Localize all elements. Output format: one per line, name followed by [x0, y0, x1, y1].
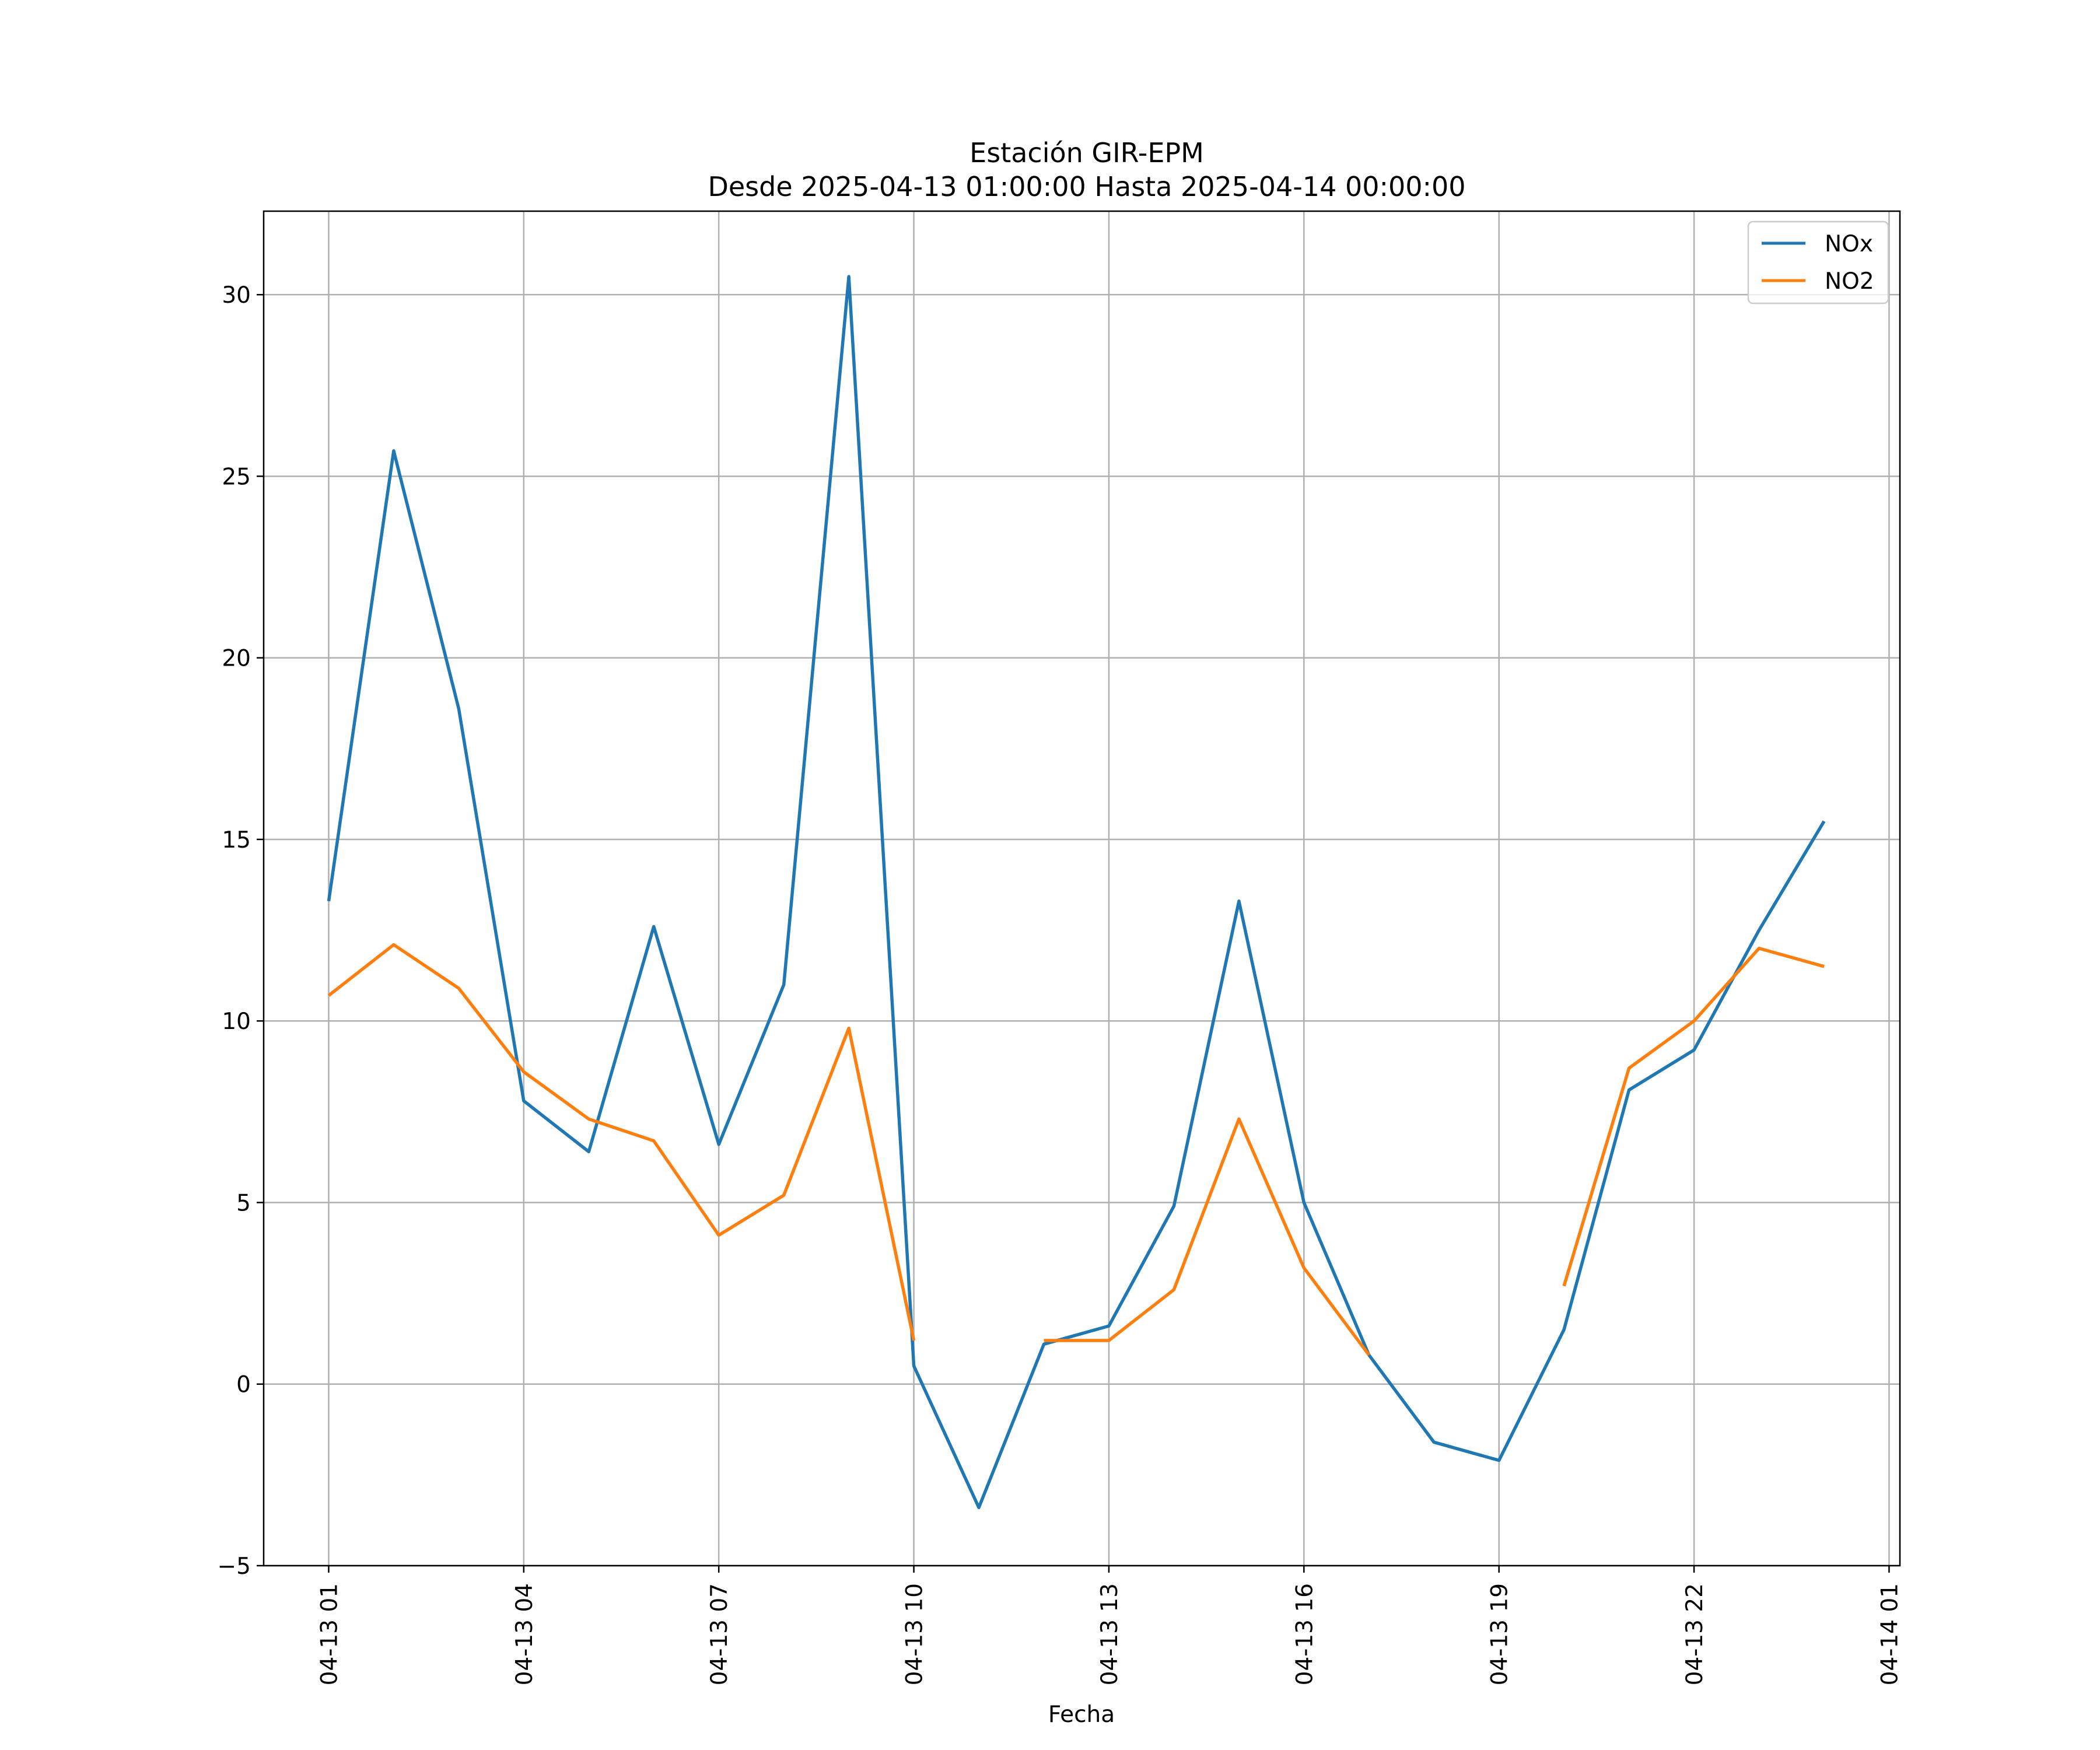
series-line-nox: [327, 275, 1826, 1510]
x-tick-label: 04-13 10: [902, 1583, 928, 1685]
axis-ticks: −5 0 5 10 15 20 25 30 04-13 01 04-13 04 04-13 07 04…: [218, 282, 1903, 1685]
x-tick-label: 04-14 01: [1877, 1583, 1903, 1685]
grid-lines: [264, 211, 1900, 1567]
legend-label-nox: NOx: [1825, 231, 1873, 257]
y-tick-label: 25: [222, 464, 251, 490]
series-line-no2: [327, 943, 916, 1341]
y-tick-label: 30: [222, 282, 251, 309]
y-tick-label: 20: [222, 646, 251, 672]
legend-label-no2: NO2: [1825, 268, 1874, 295]
x-tick-label: 04-13 01: [316, 1583, 342, 1685]
legend: NOx NO2: [1747, 220, 1889, 304]
x-tick-label: 04-13 04: [512, 1583, 538, 1685]
y-tick-label: 10: [222, 1009, 251, 1035]
series-lines: [327, 275, 1826, 1510]
x-tick-label: 04-13 22: [1682, 1583, 1708, 1685]
x-tick-label: 04-13 07: [706, 1583, 733, 1685]
series-line-no2: [1562, 946, 1825, 1287]
y-tick-label: −5: [218, 1553, 251, 1580]
x-tick-label: 04-13 16: [1292, 1583, 1318, 1685]
plot-frame: [262, 210, 1901, 1567]
y-tick-label: 5: [236, 1190, 251, 1216]
x-axis-label: Fecha: [1048, 1702, 1115, 1728]
y-tick-label: 15: [222, 827, 251, 853]
chart-subtitle: Desde 2025-04-13 01:00:00 Hasta 2025-04-…: [708, 171, 1465, 202]
y-tick-label: 0: [236, 1372, 251, 1398]
x-tick-label: 04-13 13: [1097, 1583, 1123, 1685]
x-tick-label: 04-13 19: [1487, 1583, 1513, 1685]
chart-title: Estación GIR-EPM: [970, 137, 1204, 169]
series-line-no2: [1044, 1117, 1371, 1356]
